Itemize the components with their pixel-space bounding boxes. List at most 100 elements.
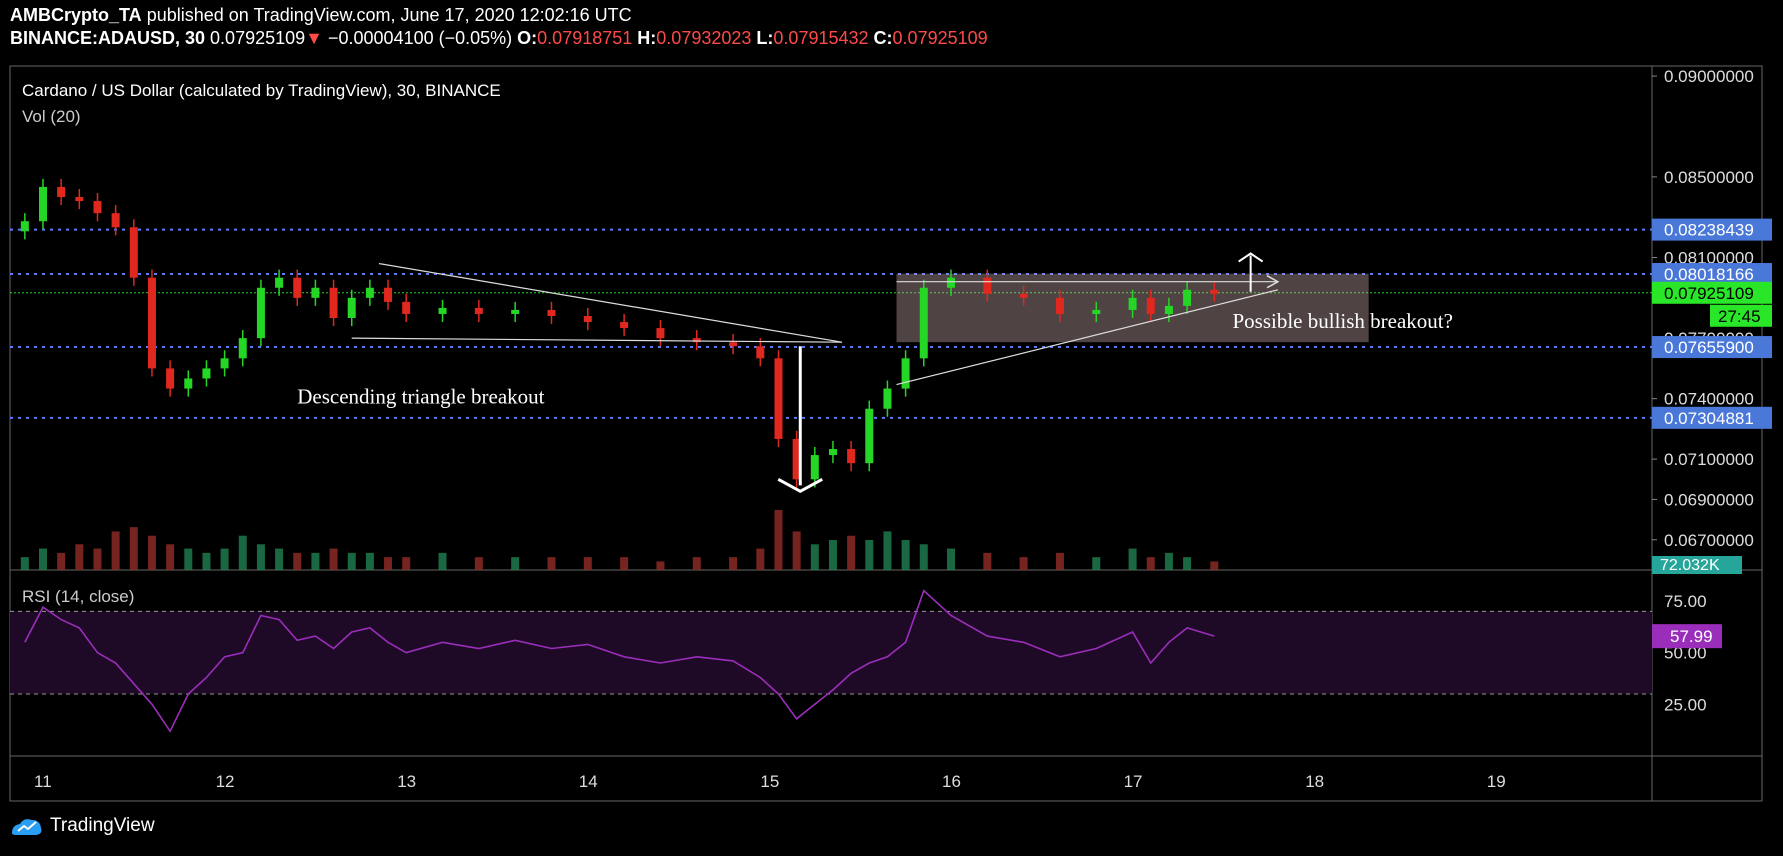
candle-body — [166, 368, 175, 389]
time-tick-label: 12 — [216, 772, 235, 791]
volume-bar — [511, 557, 520, 570]
candle-body — [93, 201, 102, 214]
candle-body — [184, 378, 193, 389]
candle-body — [347, 297, 356, 318]
candle-body — [756, 346, 765, 359]
candle-body — [311, 287, 320, 298]
level-badge — [1652, 336, 1772, 359]
candle-body — [656, 328, 665, 339]
down-arrow-icon: ▼ — [305, 28, 323, 48]
candle-body — [438, 307, 447, 314]
volume-bar — [692, 557, 701, 570]
range-arrowhead-icon — [1266, 275, 1280, 289]
volume-bar — [656, 561, 665, 570]
candle-body — [774, 358, 783, 439]
volume-bar — [547, 557, 556, 570]
candle-body — [792, 438, 801, 480]
time-tick-label: 17 — [1124, 772, 1143, 791]
candle-body — [865, 408, 874, 464]
price-change: −0.00004100 (−0.05%) — [328, 28, 513, 48]
last-price-badge — [1652, 281, 1772, 304]
volume-bar — [111, 531, 120, 570]
chart-frame — [9, 65, 1763, 802]
annotation-bullish-breakout: Possible bullish breakout? — [1232, 309, 1452, 333]
volume-bar — [865, 540, 874, 570]
open-value: 0.07918751 — [537, 28, 633, 48]
symbol-label: BINANCE:ADAUSD, 30 — [10, 28, 206, 48]
candle-body — [75, 197, 84, 202]
low-value: 0.07915432 — [773, 28, 869, 48]
author-name[interactable]: AMBCrypto_TA — [10, 5, 142, 25]
price-tick-label: 0.09000000 — [1664, 67, 1754, 86]
candle-body — [810, 455, 819, 480]
candle-body — [828, 449, 837, 456]
volume-bar — [901, 540, 910, 570]
price-tick-label: 0.08100000 — [1664, 249, 1754, 268]
candle-body — [983, 277, 992, 294]
candle-body — [147, 277, 156, 369]
breakout-arrow-icon — [1238, 252, 1264, 263]
candle-body — [1128, 297, 1137, 310]
volume-bar — [947, 548, 955, 570]
volume-bar — [1146, 557, 1155, 570]
volume-bar — [1128, 548, 1137, 570]
price-tick-label: 0.07400000 — [1664, 390, 1754, 409]
rsi-tick-label: 25.00 — [1664, 695, 1707, 714]
candle-body — [883, 388, 892, 409]
close-value: 0.07925109 — [892, 28, 988, 48]
candle-body — [1210, 289, 1219, 294]
volume-bar — [384, 557, 393, 570]
volume-bar — [329, 548, 338, 570]
footer-brand[interactable]: TradingView — [50, 815, 155, 836]
level-badge — [1652, 218, 1772, 241]
last-price: 0.07925109 — [210, 28, 306, 48]
volume-bar — [1019, 557, 1028, 570]
candle-body — [1092, 309, 1101, 314]
volume-bar — [883, 531, 892, 570]
low-label: L: — [756, 28, 774, 48]
publication-line: AMBCrypto_TA published on TradingView.co… — [10, 5, 632, 26]
volume-bar — [347, 552, 356, 570]
candle-body — [220, 358, 229, 369]
volume-bar — [847, 535, 856, 570]
time-tick-label: 18 — [1305, 772, 1324, 791]
volume-bar — [20, 557, 29, 570]
high-value: 0.07932023 — [656, 28, 752, 48]
volume-bar — [1164, 552, 1173, 570]
candle-body — [583, 315, 592, 323]
volume-bar — [1183, 557, 1192, 570]
candle-body — [474, 307, 483, 314]
volume-bar — [438, 552, 447, 570]
rising-support-line — [896, 289, 1279, 386]
candle-body — [365, 287, 374, 298]
volume-badge-label: 72.032K — [1660, 557, 1720, 574]
time-tick-label: 16 — [942, 772, 961, 791]
volume-bar — [57, 552, 66, 570]
time-tick-label: 14 — [579, 772, 598, 791]
volume-bar — [93, 548, 102, 570]
volume-bar — [39, 548, 47, 570]
time-tick-label: 15 — [760, 772, 779, 791]
volume-bar — [129, 527, 138, 570]
rsi-value-badge-label: 57.99 — [1670, 627, 1713, 646]
high-label: H: — [637, 28, 657, 48]
candle-body — [129, 227, 138, 278]
candle-body — [238, 338, 247, 359]
candle-body — [20, 221, 29, 232]
volume-bar — [919, 544, 928, 570]
level-badge — [1652, 406, 1772, 429]
candle-body — [1019, 293, 1028, 298]
candle-body — [256, 287, 265, 339]
candle-body — [919, 287, 928, 359]
volume-bar — [583, 557, 592, 570]
candle-body — [1183, 289, 1192, 306]
volume-bar — [729, 557, 738, 570]
volume-bar — [147, 535, 156, 570]
candle-body — [692, 338, 701, 343]
candle-body — [329, 287, 338, 318]
candle-body — [901, 358, 910, 389]
candle-body — [847, 449, 856, 464]
level-badge-label: 0.08018166 — [1664, 265, 1754, 284]
candle-body — [947, 277, 955, 288]
